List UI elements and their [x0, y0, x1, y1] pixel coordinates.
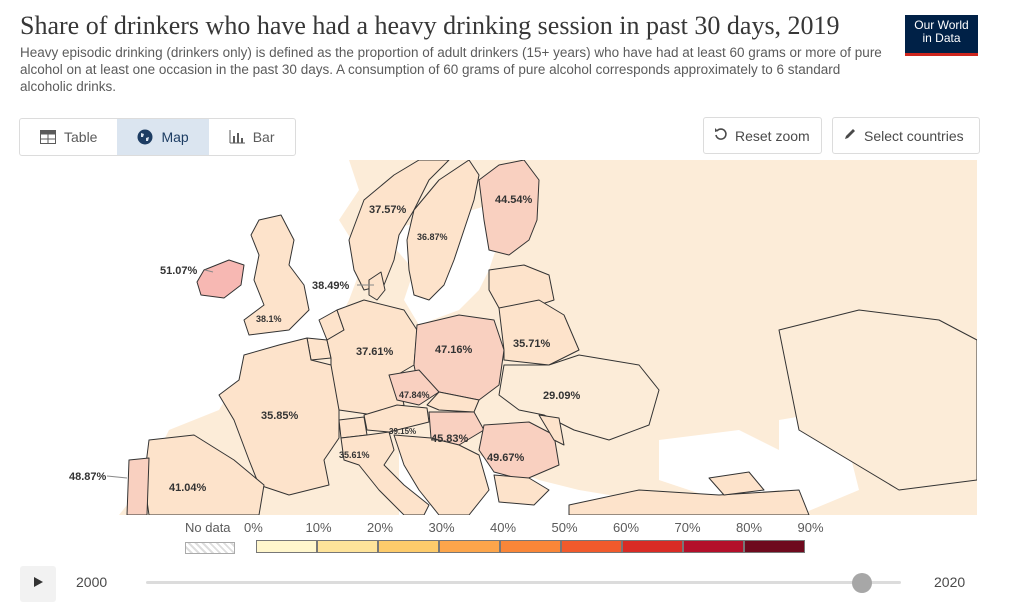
legend-bin-6[interactable] [622, 540, 683, 553]
pencil-icon [843, 127, 857, 144]
select-countries-label: Select countries [864, 127, 964, 144]
label-portugal: 48.87% [69, 471, 107, 483]
legend-no-data-swatch[interactable] [185, 542, 235, 554]
country-hungary[interactable] [428, 411, 485, 446]
logo-line2: in Data [922, 31, 961, 45]
label-romania: 49.67% [487, 452, 525, 464]
leader-portugal [106, 475, 128, 479]
country-italy[interactable] [340, 431, 430, 515]
play-button[interactable] [20, 566, 56, 602]
view-tabs: Table Map Bar [19, 118, 296, 156]
legend-tick-5: 50% [551, 520, 578, 535]
tab-bar[interactable]: Bar [209, 119, 295, 155]
reset-zoom-button[interactable]: Reset zoom [703, 117, 822, 154]
legend-bin-2[interactable] [378, 540, 439, 553]
legend-no-data-label: No data [185, 520, 231, 535]
legend-bin-1[interactable] [317, 540, 378, 553]
label-czechia: 47.84% [399, 390, 430, 400]
country-portugal[interactable] [126, 457, 150, 515]
legend-bin-0[interactable] [256, 540, 317, 553]
country-ireland[interactable] [196, 259, 245, 299]
country-kazakhstan[interactable] [778, 309, 977, 491]
label-ireland: 51.07% [160, 265, 198, 277]
country-sweden[interactable] [406, 160, 480, 301]
tab-table[interactable]: Table [20, 119, 117, 155]
legend-tick-6: 60% [613, 520, 640, 535]
label-ukraine: 29.09% [543, 390, 581, 402]
country-romania[interactable] [478, 421, 560, 481]
tab-map-label: Map [161, 129, 189, 145]
country-czechia[interactable] [388, 369, 440, 406]
owid-logo[interactable]: Our World in Data [905, 15, 978, 56]
select-countries-button[interactable]: Select countries [832, 117, 980, 154]
timeline-handle[interactable] [852, 573, 872, 593]
reset-zoom-label: Reset zoom [735, 127, 810, 144]
country-slovakia[interactable] [426, 391, 480, 413]
label-sweden: 36.87% [417, 232, 448, 242]
country-turkey[interactable] [568, 489, 810, 515]
label-italy: 35.61% [339, 450, 370, 460]
color-legend: No data 0% 10% 20% 30% 40% 50% 60% 70% 80% 90% [0, 515, 1024, 560]
country-moldova[interactable] [538, 414, 565, 446]
country-balkans[interactable] [393, 434, 490, 515]
chart-subtitle: Heavy episodic drinking (drinkers only) … [20, 45, 882, 94]
label-spain: 41.04% [169, 482, 207, 494]
leader-ireland [204, 269, 214, 273]
country-ukraine[interactable] [498, 354, 660, 441]
label-poland: 47.16% [435, 344, 473, 356]
legend-tick-9: 90% [797, 520, 824, 535]
legend-bins [256, 540, 805, 553]
label-austria: 39.15% [389, 427, 416, 436]
timeline-track[interactable] [146, 581, 901, 584]
legend-tick-0: 0% [244, 520, 263, 535]
europe-map[interactable]: 51.07% 38.1% 37.57% 36.87% 44.54% 38.49%… [19, 160, 977, 515]
tab-map[interactable]: Map [117, 119, 209, 155]
country-bulgaria[interactable] [493, 474, 550, 506]
tab-table-label: Table [64, 129, 98, 145]
play-icon [32, 575, 44, 593]
globe-icon [137, 129, 153, 145]
legend-bin-7[interactable] [683, 540, 744, 553]
legend-bin-5[interactable] [561, 540, 622, 553]
label-denmark: 38.49% [312, 280, 350, 292]
legend-tick-1: 10% [305, 520, 332, 535]
label-uk: 38.1% [256, 314, 282, 324]
label-hungary: 45.83% [431, 433, 469, 445]
tab-bar-label: Bar [252, 129, 275, 145]
legend-bin-4[interactable] [500, 540, 561, 553]
logo-line1: Our World [914, 18, 969, 32]
country-finland[interactable] [478, 160, 540, 256]
label-norway: 37.57% [369, 204, 407, 216]
country-georgia[interactable] [708, 471, 765, 496]
country-denmark[interactable] [368, 271, 386, 301]
label-belarus: 35.71% [513, 338, 551, 350]
timeline: 2000 2020 [0, 562, 1024, 602]
chart-title: Share of drinkers who have had a heavy d… [20, 11, 840, 40]
table-icon [40, 130, 56, 144]
reset-icon [714, 127, 728, 144]
legend-tick-7: 70% [674, 520, 701, 535]
country-switzerland[interactable] [338, 416, 368, 439]
label-germany: 37.61% [356, 346, 394, 358]
legend-bin-8[interactable] [744, 540, 805, 553]
country-austria[interactable] [363, 404, 430, 433]
legend-tick-3: 30% [428, 520, 455, 535]
country-france[interactable] [218, 337, 340, 496]
country-belarus[interactable] [498, 299, 580, 366]
legend-bin-3[interactable] [439, 540, 500, 553]
legend-tick-8: 80% [736, 520, 763, 535]
bar-chart-icon [229, 130, 245, 144]
legend-tick-4: 40% [490, 520, 517, 535]
legend-tick-2: 20% [367, 520, 394, 535]
timeline-start-year[interactable]: 2000 [76, 574, 108, 590]
label-finland: 44.54% [495, 194, 533, 206]
label-france: 35.85% [261, 410, 299, 422]
timeline-end-year[interactable]: 2020 [934, 574, 966, 590]
country-uk[interactable] [243, 214, 310, 336]
